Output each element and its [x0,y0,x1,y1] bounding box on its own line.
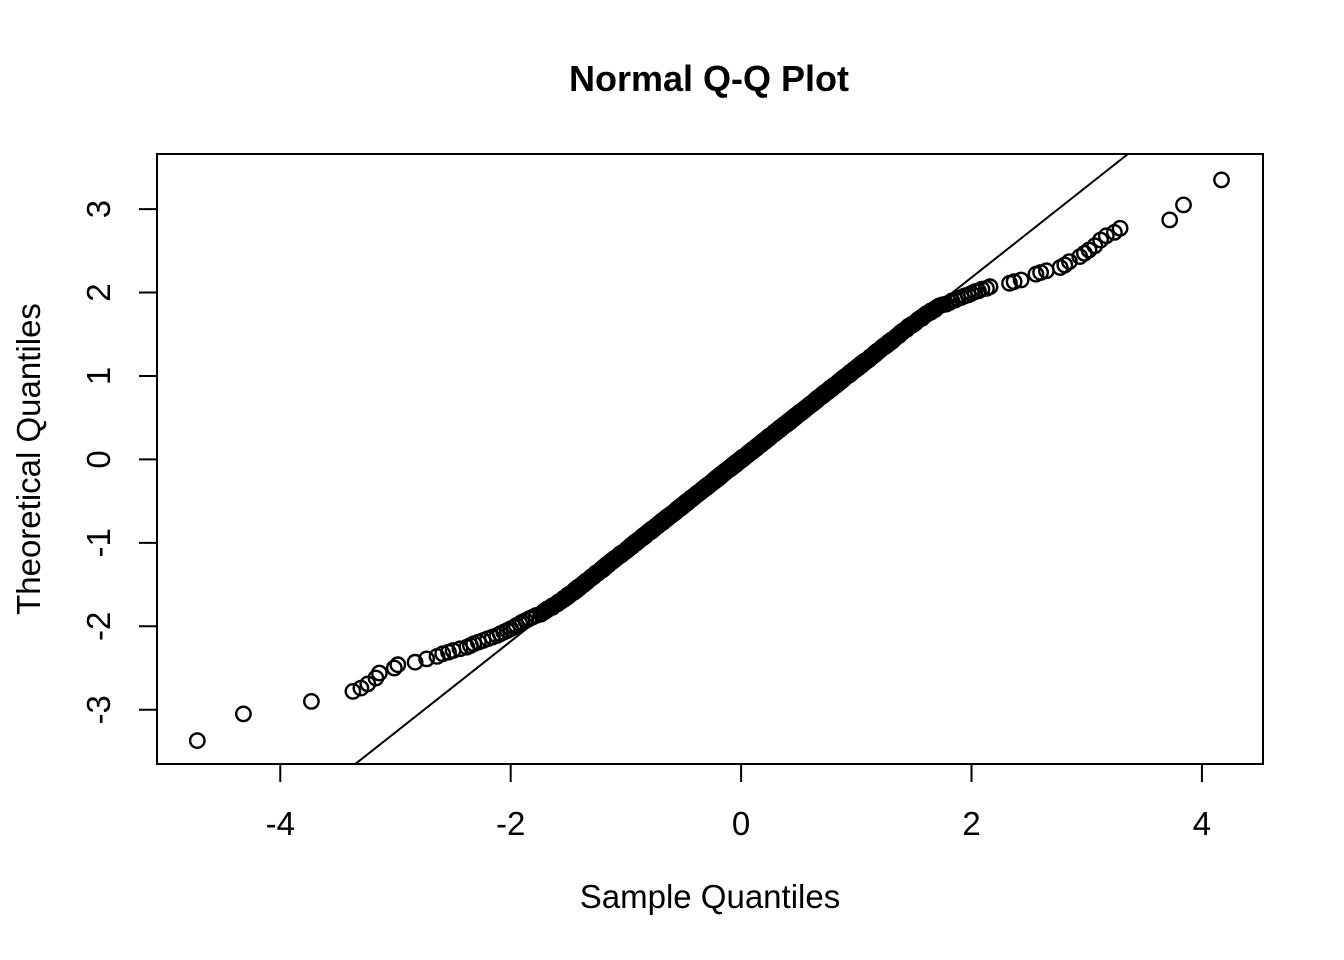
data-point [370,664,388,682]
y-tick-label: 0 [80,450,117,468]
x-tick-label: 0 [732,805,750,842]
data-points-group [188,171,1230,749]
x-tick-label: 4 [1193,805,1211,842]
data-point [1056,256,1074,274]
y-tick-label: -2 [80,612,117,641]
data-point [981,278,999,296]
data-point [385,659,403,677]
y-axis: -3 -2 -1 0 1 2 3 [80,200,157,724]
data-point [1213,171,1230,189]
data-point [302,693,320,710]
data-point [1005,273,1023,291]
y-tick-label: -3 [80,695,117,724]
data-point [1061,253,1078,271]
data-point [1161,211,1179,229]
data-point [1086,237,1104,255]
reference-line-group [354,153,1129,765]
y-tick-label: 1 [80,367,117,385]
data-point [1012,271,1030,289]
x-tick-label: 2 [962,805,980,842]
y-tick-label: 2 [80,283,117,301]
y-tick-label: 3 [80,200,117,218]
x-axis: -4 -2 0 2 4 [266,764,1211,842]
data-point [1111,219,1129,237]
data-point [418,650,435,668]
data-point [1175,196,1192,214]
plot-title: Normal Q-Q Plot [569,58,849,99]
data-point [389,656,407,674]
data-point [344,683,362,700]
x-axis-label: Sample Quantiles [580,878,840,915]
data-point [188,732,206,749]
data-point [406,653,424,671]
reference-line [354,153,1129,765]
data-point [1097,227,1115,245]
data-point [234,705,252,723]
y-tick-label: -1 [80,528,117,557]
x-tick-label: -2 [496,805,525,842]
y-axis-label: Theoretical Quantiles [10,303,47,615]
x-tick-label: -4 [266,805,295,842]
